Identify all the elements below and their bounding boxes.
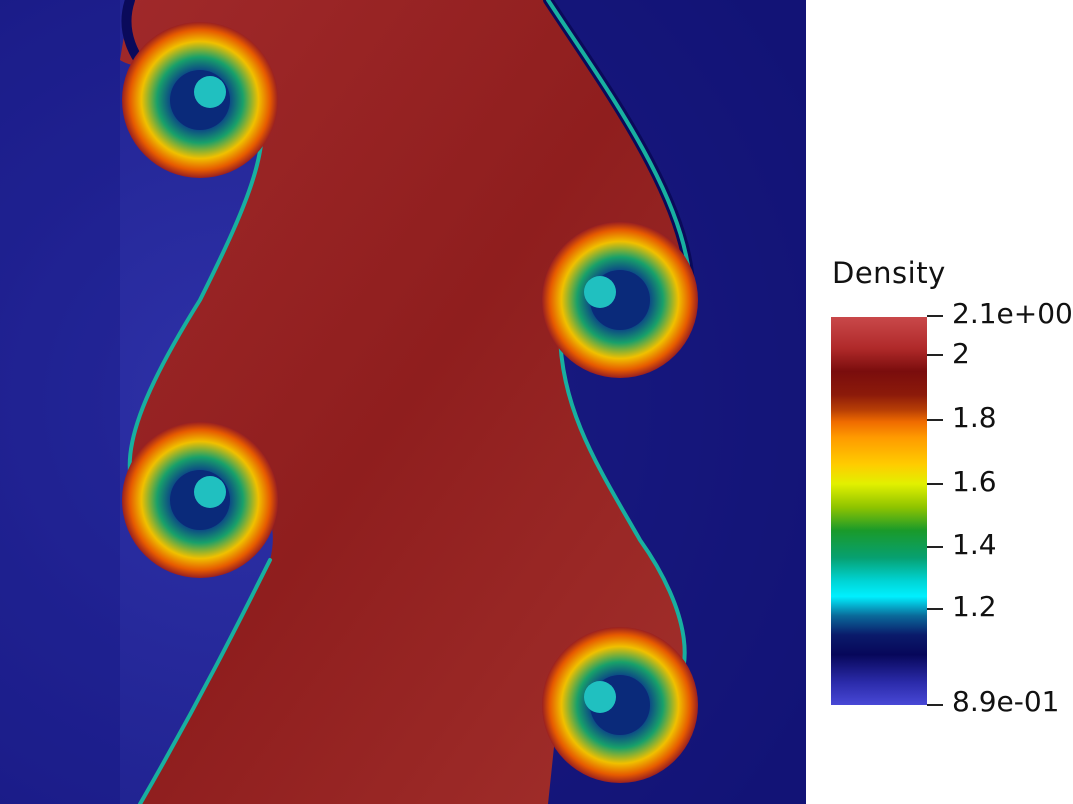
vortex-left-lower — [122, 422, 278, 578]
tick-label: 8.9e-01 — [952, 685, 1060, 718]
dark-band-left — [0, 0, 120, 804]
tick-mark — [927, 704, 943, 706]
high-density-band — [120, 0, 690, 804]
density-field-plot — [0, 0, 806, 804]
tick-mark — [927, 315, 943, 317]
colorbar-gradient — [831, 317, 927, 705]
tick-mark — [927, 546, 943, 548]
vortex-right-lower — [542, 627, 698, 783]
tick-label: 2.1e+00 — [952, 297, 1073, 330]
tick-mark — [927, 419, 943, 421]
tick-label: 1.6 — [952, 465, 997, 498]
tick-label: 2 — [952, 337, 970, 370]
tick-mark — [927, 608, 943, 610]
tick-label: 1.2 — [952, 590, 997, 623]
tick-label: 1.8 — [952, 401, 997, 434]
vortex-top-left — [122, 22, 278, 178]
tick-mark — [927, 483, 943, 485]
colorbar-title: Density — [832, 256, 946, 290]
vortex-right-upper — [542, 222, 698, 378]
tick-mark — [927, 354, 943, 356]
tick-label: 1.4 — [952, 528, 997, 561]
